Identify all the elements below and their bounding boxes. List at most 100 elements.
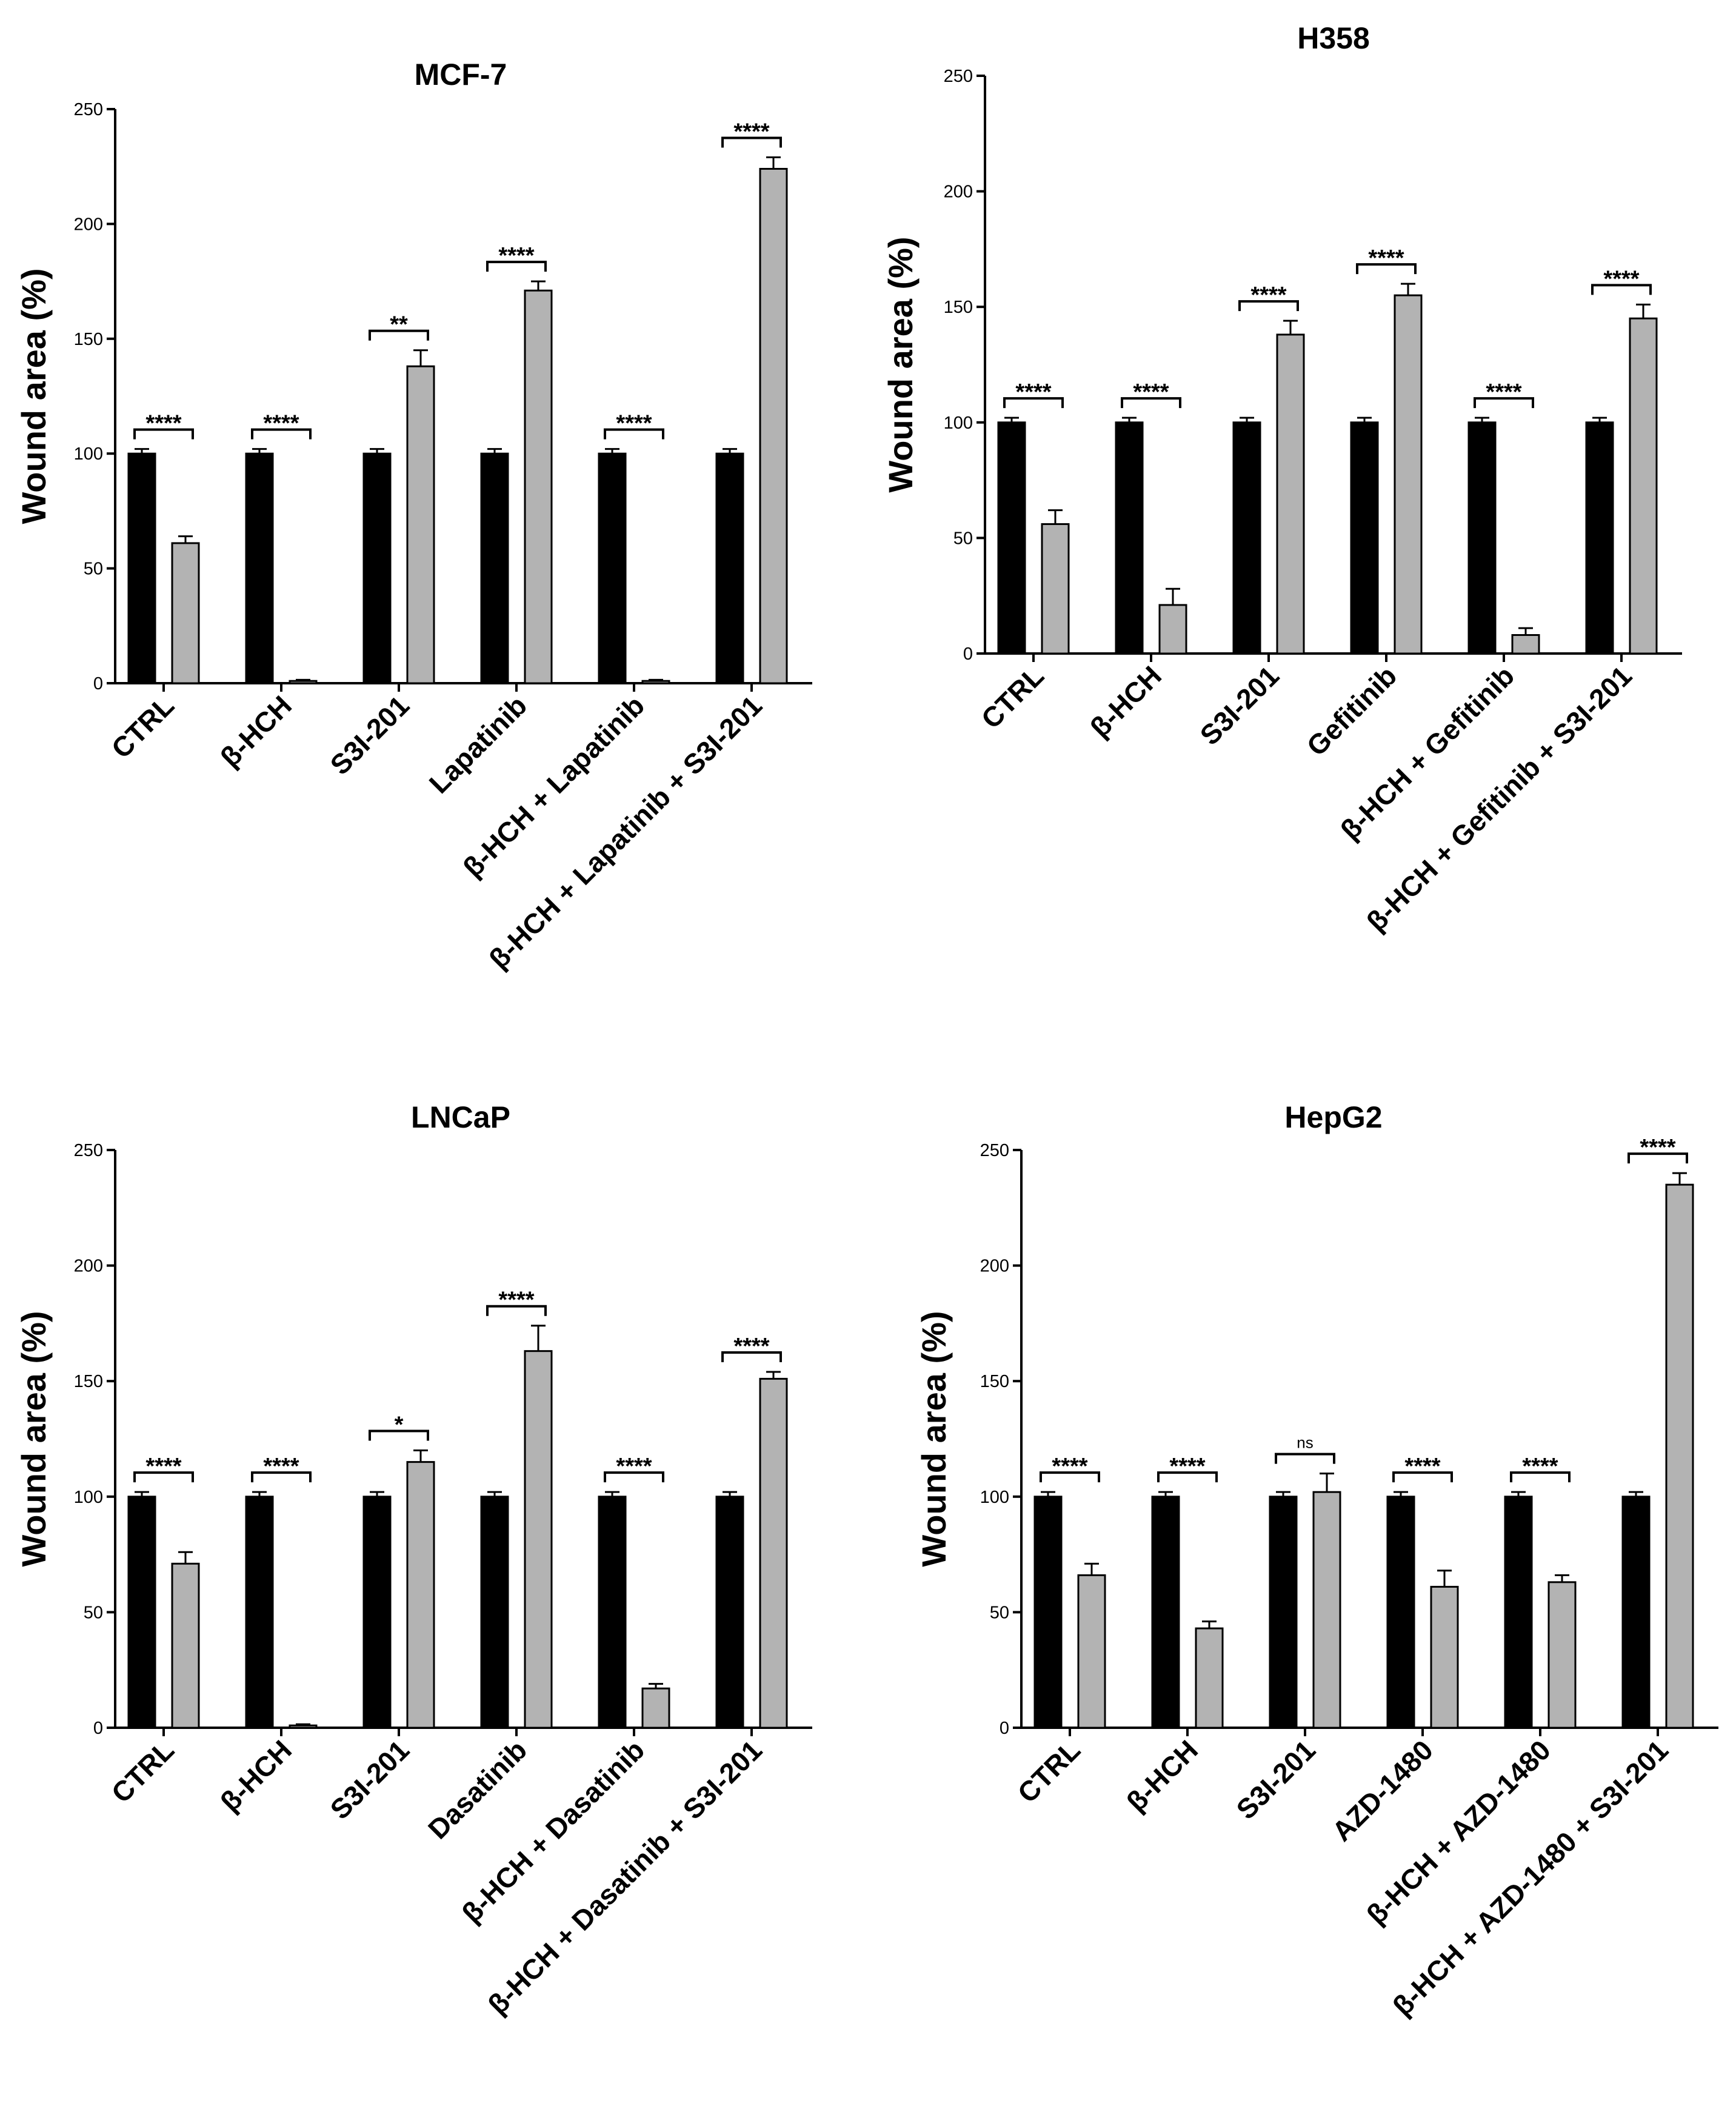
bar-control: [1033, 1496, 1063, 1729]
y-tick-label: 0: [963, 644, 973, 664]
x-tick-label: S3I-201: [324, 689, 415, 781]
bar-treated: [1276, 333, 1305, 655]
bar-control: [362, 1496, 392, 1729]
significance-bracket: [1392, 1471, 1453, 1483]
x-tick-label: CTRL: [1012, 1734, 1086, 1808]
significance-bracket: [133, 1471, 194, 1483]
y-tick-label: 150: [980, 1372, 1009, 1391]
bar-treated: [524, 289, 553, 684]
bar-treated: [641, 680, 670, 684]
x-tick-label: Lapatinib: [423, 689, 533, 799]
y-axis-label: Wound area (%): [15, 268, 53, 524]
chart-title: LNCaP: [411, 1100, 510, 1134]
significance-label: ****: [145, 1454, 181, 1479]
bar-control: [1621, 1496, 1651, 1729]
bar-treated: [1077, 1574, 1106, 1729]
bar-control: [715, 452, 744, 684]
bar-control: [1269, 1496, 1298, 1729]
bar-control: [480, 1496, 509, 1729]
bar-control: [1386, 1496, 1415, 1729]
chart-title: H358: [1297, 21, 1370, 55]
y-tick-label: 150: [944, 298, 973, 317]
y-tick-label: 200: [944, 182, 973, 202]
y-tick-label: 250: [944, 67, 973, 86]
significance-bracket: [369, 1429, 429, 1441]
significance-label: ****: [733, 119, 769, 145]
bar-treated: [1547, 1581, 1577, 1729]
y-tick-label: 100: [944, 413, 973, 433]
significance-bracket: [604, 1471, 664, 1483]
significance-bracket: [1157, 1471, 1218, 1483]
significance-label: *: [395, 1413, 404, 1438]
significance-label: ****: [1603, 266, 1639, 292]
y-tick-label: 50: [84, 1603, 103, 1622]
significance-bracket: [1356, 263, 1417, 275]
x-tick-label: S3I-201: [1230, 1734, 1321, 1825]
significance-label: ****: [1133, 379, 1169, 405]
significance-bracket: [1121, 397, 1181, 409]
bar-control: [245, 1496, 274, 1729]
significance-bracket: [1003, 397, 1064, 409]
y-tick-label: 250: [980, 1141, 1009, 1160]
bar-control: [362, 452, 392, 684]
bar-control: [127, 1496, 156, 1729]
x-tick-label: Dasatinib: [422, 1734, 533, 1845]
significance-bracket: [721, 1351, 782, 1362]
significance-label: ****: [263, 411, 299, 436]
significance-label: ****: [263, 1454, 299, 1479]
bar-control: [1467, 421, 1497, 655]
y-tick-label: 150: [74, 1372, 103, 1391]
bar-control: [715, 1496, 744, 1729]
y-tick-label: 0: [93, 674, 103, 694]
significance-label: ****: [1015, 379, 1051, 405]
panel-h358: H358 Wound area (%) 0 50 100 150 200 250 **** CTR…: [881, 21, 1682, 937]
x-tick-label: β-HCH: [1120, 1734, 1204, 1817]
bar-control: [1232, 421, 1261, 655]
significance-label: ****: [616, 411, 652, 436]
bar-control: [127, 452, 156, 684]
significance-bracket: [251, 428, 312, 440]
significance-label: ****: [1522, 1454, 1558, 1479]
y-tick-label: 50: [84, 560, 103, 579]
bar-treated: [1312, 1491, 1341, 1729]
significance-label: ****: [1169, 1454, 1205, 1479]
y-tick-label: 0: [1000, 1719, 1009, 1738]
significance-bracket: [1474, 397, 1534, 409]
significance-label: ****: [1052, 1454, 1087, 1479]
y-tick-label: 50: [953, 529, 973, 548]
y-axis-label: Wound area (%): [915, 1311, 953, 1566]
y-tick-label: 200: [74, 215, 103, 234]
bar-treated: [1511, 634, 1540, 655]
bar-treated: [759, 167, 788, 684]
x-tick-label: S3I-201: [1194, 660, 1285, 751]
significance-label: **: [390, 312, 408, 338]
significance-bracket: [486, 261, 547, 272]
y-tick-label: 0: [93, 1719, 103, 1738]
bar-treated: [289, 680, 318, 684]
bar-control: [1115, 421, 1144, 655]
bar-treated: [1195, 1627, 1224, 1729]
x-tick-label: β-HCH: [214, 689, 298, 773]
bar-control: [598, 1496, 627, 1729]
significance-bracket: [604, 428, 664, 440]
bar-control: [1504, 1496, 1533, 1729]
y-tick-label: 100: [980, 1488, 1009, 1507]
significance-label: ****: [733, 1334, 769, 1359]
significance-label: ****: [1250, 283, 1286, 308]
significance-label: ****: [498, 1288, 534, 1313]
y-tick-label: 250: [74, 100, 103, 119]
bar-control: [997, 421, 1026, 655]
significance-bracket: [1628, 1152, 1688, 1164]
bar-treated: [1629, 317, 1658, 655]
significance-bracket: [1238, 300, 1299, 312]
bar-control: [480, 452, 509, 684]
significance-label: ****: [145, 411, 181, 436]
x-tick-label: CTRL: [105, 689, 180, 764]
x-tick-label: Gefitinib: [1300, 660, 1403, 762]
y-tick-label: 150: [74, 330, 103, 349]
bar-treated: [406, 365, 435, 684]
bar-treated: [406, 1461, 435, 1729]
y-tick-label: 50: [990, 1603, 1009, 1622]
significance-label: ****: [1486, 379, 1521, 405]
y-axis-label: Wound area (%): [881, 236, 920, 492]
